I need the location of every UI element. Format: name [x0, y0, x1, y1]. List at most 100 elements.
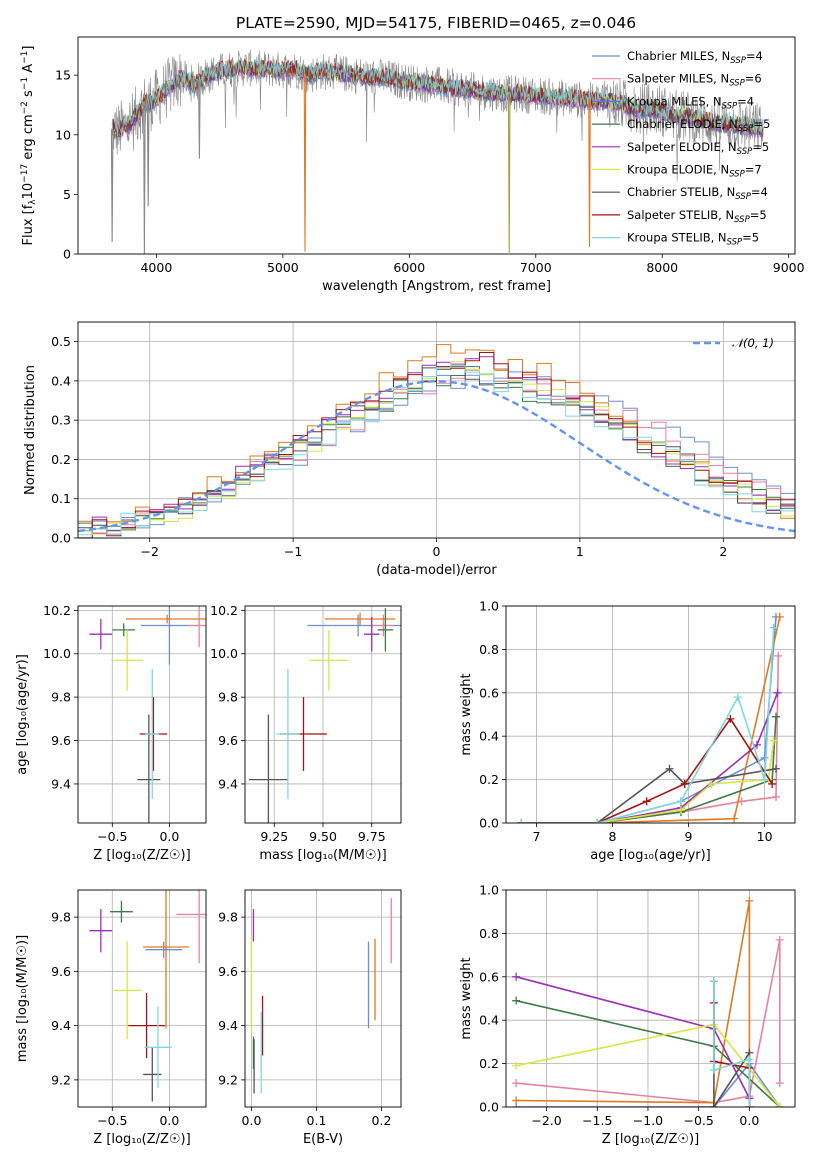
age_vs_mass-xtick-label-1: 9.50: [309, 829, 337, 844]
mass_weight_vs_Z-xtick-label-3: −0.5: [683, 1113, 713, 1128]
mass_weight_vs_age-panel: 7 8 9 10 0.0 0.2 0.4 0.6 0.8 1.0 age [log₁₀(age/yr…: [459, 599, 796, 863]
mass_vs_EBV-ytick-label-1: 9.4: [218, 1018, 238, 1033]
mass_weight_vs_age-ytick-label-0: 0.0: [479, 816, 499, 831]
mass_weight_vs_Z-ytick-label-5: 1.0: [479, 883, 499, 898]
mass_weight_vs_age-marker-kroupa_elodie-3: [707, 779, 716, 788]
spectrum-model-salpeter_elodie: [111, 60, 764, 137]
age_vs_Z-frame: [77, 605, 207, 824]
legend-label-chabrier_elodie: Chabrier ELODIE, NSSP=5: [627, 117, 770, 134]
age_vs_mass-ytick-label-4: 10.2: [210, 603, 238, 618]
mass_weight_vs_Z-marker-orange-0: [512, 1096, 521, 1105]
mass_weight_vs_age-marker-kroupa_stelib-0: [517, 819, 526, 823]
spectrum-ylabel-part: ]: [21, 46, 36, 51]
hist-step-salpeter_miles: [78, 369, 795, 534]
spectrum-ylabel-part: A: [21, 64, 36, 77]
mass_weight_vs_age-line-kroupa_elodie: [521, 740, 775, 823]
normal-legend-label: 𝒩(0, 1): [732, 336, 774, 350]
mass_vs_Z-xtick-label-0: −0.5: [97, 1113, 127, 1128]
spectrum-ylabel-part: −17: [20, 164, 30, 183]
mass_weight_vs_Z-marker-salpeter_miles-3: [775, 935, 784, 944]
spectrum-frame: [77, 36, 796, 255]
mass_weight_vs_age-marker-orange-3: [775, 612, 784, 621]
age_vs_Z-points: [89, 606, 206, 823]
spectrum-ylabel-part: λ: [28, 199, 38, 205]
mass_weight_vs_age-line-salpeter_stelib: [521, 717, 773, 823]
mass_weight_vs_age-marker-salpeter_stelib-3: [680, 779, 689, 788]
spectrum-dip-4: [303, 74, 307, 252]
age_vs_mass-ytick-label-0: 9.4: [218, 776, 238, 791]
residuals-steps: [78, 344, 795, 538]
mass_weight_vs_Z-marker-chabrier_elodie-0: [512, 996, 521, 1005]
mass_weight_vs_Z-ytick-label-4: 0.8: [479, 926, 499, 941]
mass_weight_vs_Z-marker-salpeter_miles-0: [512, 1079, 521, 1088]
mass_weight_vs_Z-marker-kroupa_stelib-0: [709, 977, 718, 986]
spectrum-ytick-label-1: 5: [63, 187, 71, 202]
mass_weight_vs_age-xlabel: age [log₁₀(age/yr)]: [590, 848, 711, 863]
spectrum-dip-3: [198, 79, 201, 159]
mass_weight_vs_Z-marker-kroupa_stelib-1: [709, 1066, 718, 1075]
spectrum-dip-6: [588, 100, 591, 247]
mass_weight_vs_Z-xtick-label-4: 0.0: [739, 1113, 759, 1128]
mass_weight_vs_age-lines: [517, 612, 784, 823]
residuals-xtick-label-1: −1: [284, 544, 302, 559]
mass_weight_vs_age-marker-kroupa_stelib-1: [593, 819, 602, 823]
residuals-xtick-label-3: 1: [576, 544, 584, 559]
spectrum-ylabel-part: s: [21, 90, 36, 101]
mass_weight_vs_age-marker-kroupa_elodie-2: [676, 805, 685, 814]
residuals-ytick-label-3: 0.3: [51, 413, 71, 428]
age_vs_Z-panel: −0.5 0.0 9.4 9.6 9.8 10.0 10.2 Z [log₁₀(Z/Z☉)] a…: [15, 603, 207, 863]
age_vs_Z-xtick-label-0: −0.5: [97, 829, 127, 844]
mass_weight_vs_age-marker-chabrier_miles-3: [760, 753, 769, 762]
mass_weight_vs_age-xtick-label-2: 9: [685, 829, 693, 844]
mass_weight_vs_Z-marker-kroupa_stelib-3: [745, 1103, 754, 1107]
mass_vs_EBV-xlabel: E(B-V): [303, 1132, 343, 1147]
mass_weight_vs_Z-xlabel: Z [log₁₀(Z/Z☉)]: [602, 1132, 699, 1147]
age_vs_mass-xlabel: mass [log₁₀(M/M☉)]: [259, 848, 386, 863]
mass_weight_vs_age-marker-kroupa_stelib-5: [769, 623, 778, 632]
mass_vs_EBV-panel: 0.0 0.1 0.2 9.2 9.4 9.6 9.8 E(B-V): [218, 889, 402, 1147]
mass_weight_vs_age-marker-chabrier_elodie-4: [771, 712, 780, 721]
mass_weight_vs_Z-xtick-label-2: −1.0: [633, 1113, 663, 1128]
age_vs_mass-panel: 9.25 9.50 9.75 9.4 9.6 9.8 10.0 10.2 mass [log₁₀…: [210, 603, 402, 863]
spectrum-ylabel-part: Flux [f: [21, 204, 36, 245]
mass_weight_vs_age-line-kroupa_stelib: [521, 627, 775, 823]
mass_weight_vs_Z-ytick-label-0: 0.0: [479, 1100, 499, 1115]
mass_vs_EBV-points: [250, 898, 392, 1094]
mass_weight_vs_Z-line-orange: [516, 900, 751, 1107]
mass_vs_EBV-ytick-label-0: 9.2: [218, 1072, 238, 1087]
mass_weight_vs_age-marker-salpeter_stelib-4: [726, 714, 735, 723]
hist-step-salpeter_elodie: [78, 356, 795, 535]
spectrum-ytick-label-2: 10: [55, 127, 71, 142]
mass_weight_vs_Z-line-kroupa_stelib: [713, 981, 751, 1107]
age_vs_Z-ytick-label-1: 9.6: [51, 733, 71, 748]
age_vs_Z-ytick-label-4: 10.2: [43, 603, 71, 618]
mass_weight_vs_Z-lines: [512, 896, 784, 1107]
residuals-xtick-label-0: −2: [140, 544, 158, 559]
mass_weight_vs_Z-marker-kroupa_stelib-2: [745, 1055, 754, 1064]
legend-label-salpeter_miles: Salpeter MILES, NSSP=6: [627, 72, 762, 89]
mass_weight_vs_age-ytick-label-1: 0.2: [479, 772, 499, 787]
mass_vs_EBV-ytick-label-2: 9.6: [218, 964, 238, 979]
residuals-xtick-label-4: 2: [719, 544, 727, 559]
mass_weight_vs_age-ytick-label-2: 0.4: [479, 729, 499, 744]
mass_vs_Z-panel: −0.5 0.0 9.2 9.4 9.6 9.8 Z [log₁₀(Z/Z☉)] mass […: [15, 889, 207, 1147]
mass_weight_vs_age-frame: [505, 605, 796, 824]
spectrum-ylabel-part: −1: [20, 77, 30, 90]
mass_weight_vs_age-marker-chabrier_stelib-2: [665, 764, 674, 773]
age_vs_mass-ytick-label-3: 10.0: [210, 646, 238, 661]
mass_vs_Z-xtick-label-1: 0.0: [159, 1113, 179, 1128]
residuals-ytick-label-2: 0.2: [51, 452, 71, 467]
mass_weight_vs_Z-marker-kroupa_elodie-2: [775, 1103, 784, 1107]
spectrum-xtick-label-4: 8000: [646, 260, 678, 275]
mass_weight_vs_age-marker-chabrier_stelib-4: [771, 764, 780, 773]
mass_weight_vs_age-marker-orange-2: [730, 814, 739, 823]
residuals-panel: −2 −1 0 1 2 0.0 0.1 0.2 0.3 0.4 0.5 (data-model)/er…: [23, 321, 796, 578]
spectrum-dip-1: [143, 104, 146, 254]
spectrum-xtick-label-1: 5000: [267, 260, 299, 275]
mass_vs_Z-xlabel: Z [log₁₀(Z/Z☉)]: [93, 1132, 190, 1147]
mass_weight_vs_Z-marker-kroupa_elodie-0: [512, 1061, 521, 1070]
spectrum-ylabel-part: 10: [21, 183, 36, 200]
mass_vs_EBV-xtick-label-1: 0.1: [307, 1113, 327, 1128]
spectrum-ylabel-part: erg cm: [21, 114, 36, 163]
spectrum-model-kroupa_stelib: [111, 58, 764, 137]
